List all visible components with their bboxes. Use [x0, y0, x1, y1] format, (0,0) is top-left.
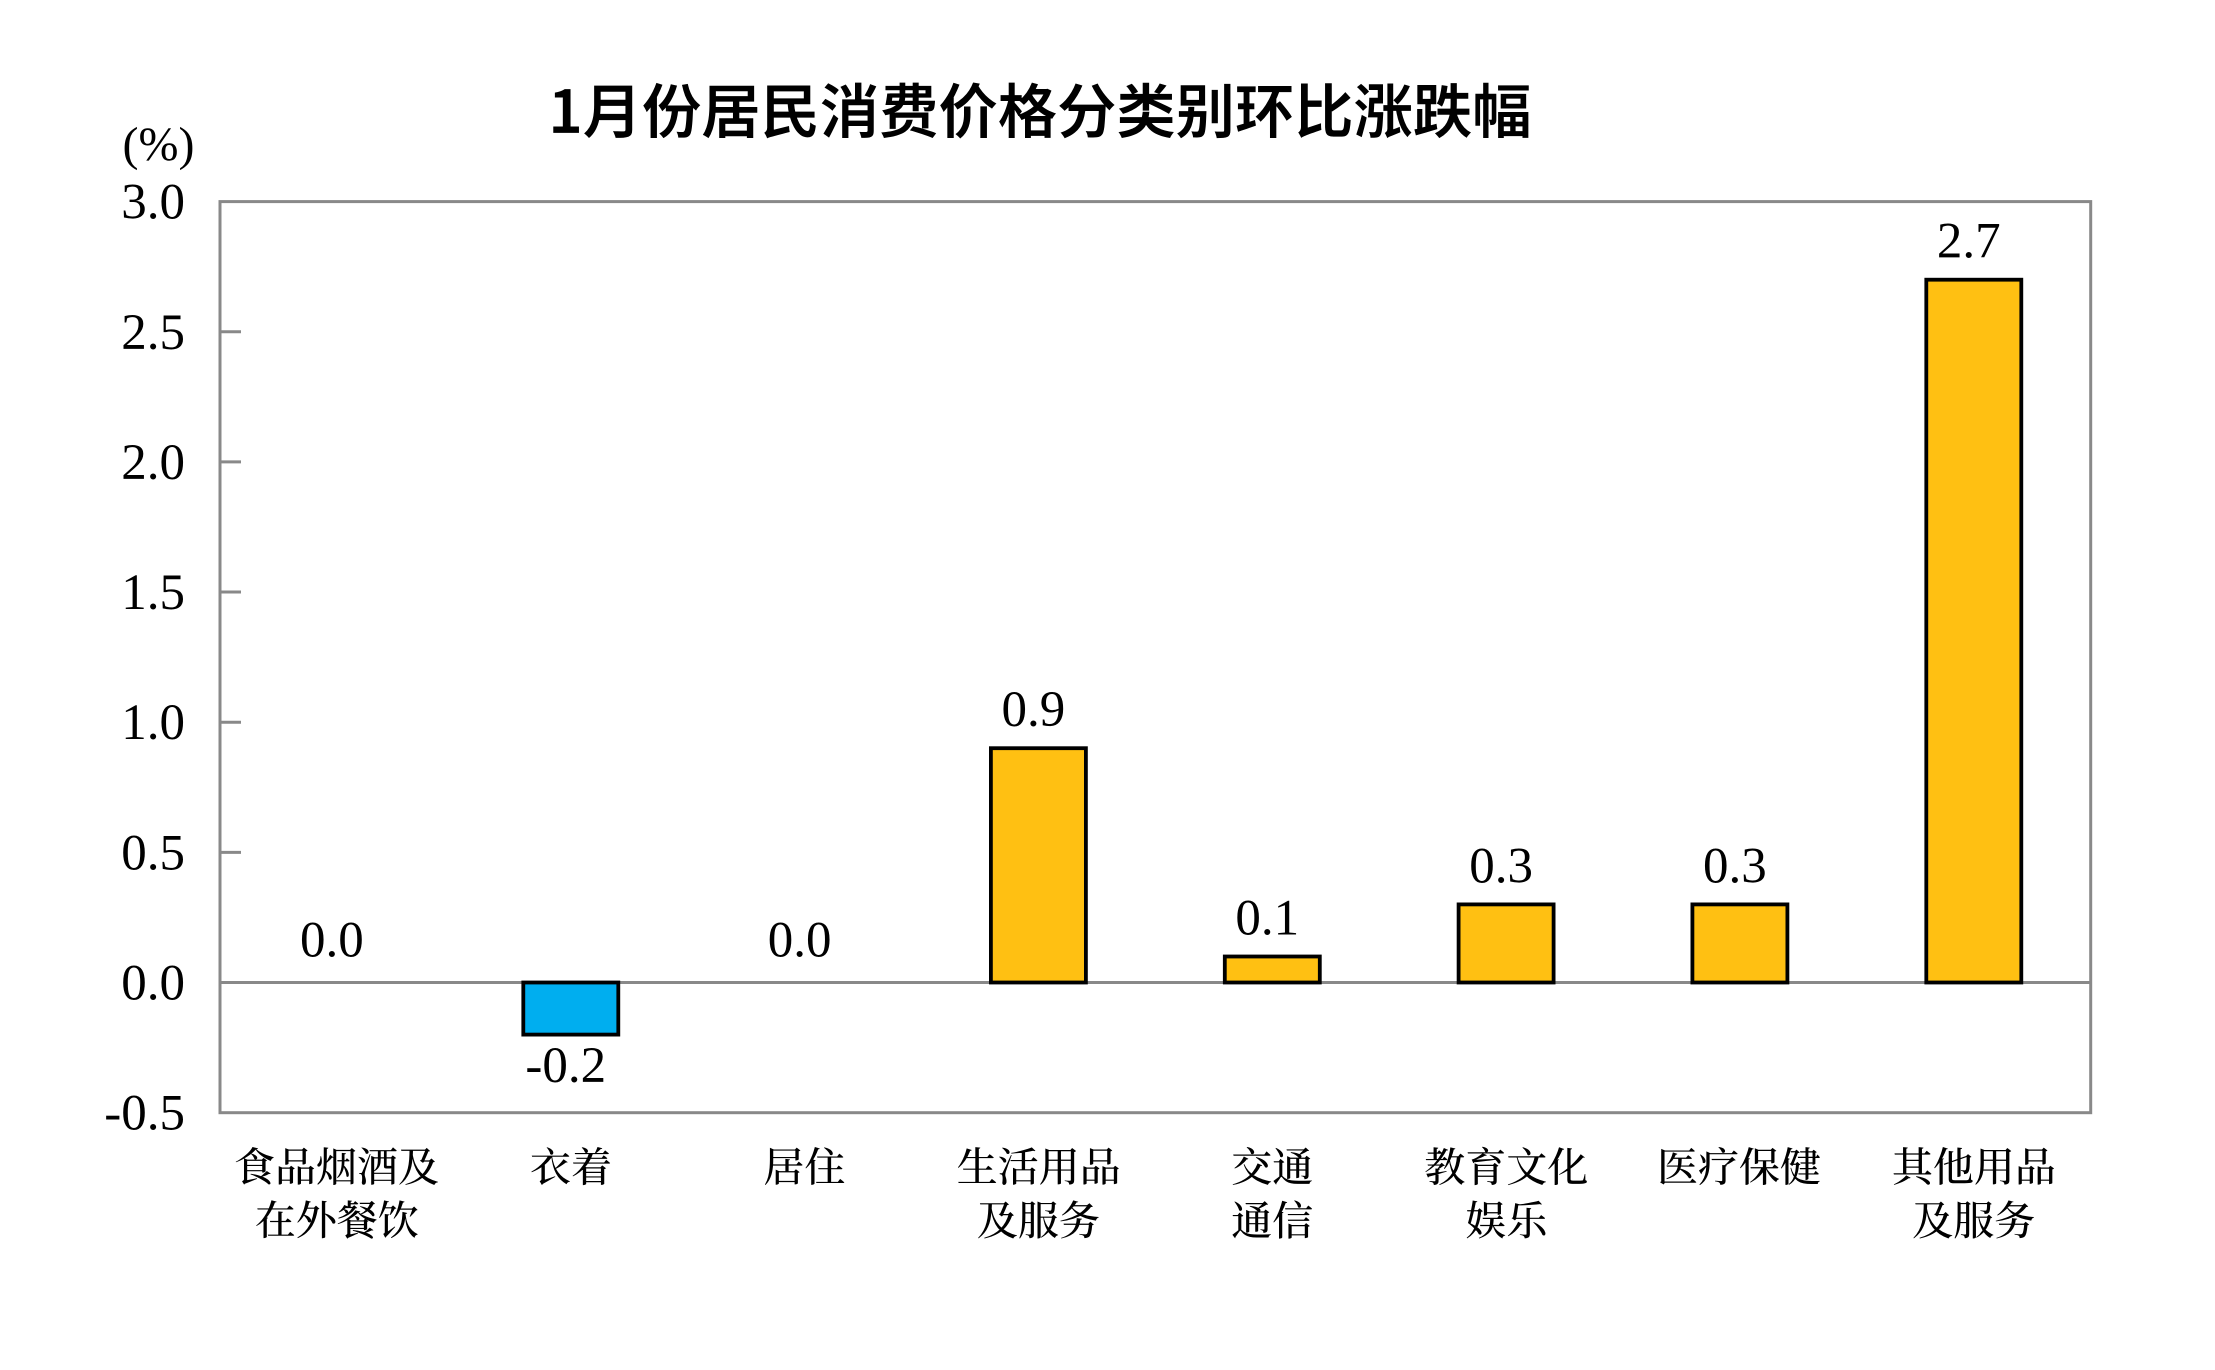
svg-text:0.0: 0.0 — [300, 913, 364, 969]
svg-text:0.3: 0.3 — [1703, 838, 1767, 894]
svg-text:2.5: 2.5 — [121, 305, 185, 361]
svg-text:3.0: 3.0 — [121, 175, 185, 231]
svg-text:0.0: 0.0 — [121, 956, 185, 1012]
svg-text:0.0: 0.0 — [768, 913, 832, 969]
svg-text:0.9: 0.9 — [1002, 682, 1066, 738]
svg-text:1.5: 1.5 — [121, 565, 185, 621]
svg-text:(%): (%) — [123, 118, 195, 171]
svg-text:1.0: 1.0 — [121, 695, 185, 751]
svg-text:0.3: 0.3 — [1469, 838, 1533, 894]
svg-text:0.5: 0.5 — [121, 825, 185, 881]
svg-text:-0.5: -0.5 — [104, 1086, 185, 1142]
svg-text:0.1: 0.1 — [1235, 891, 1299, 947]
svg-text:-0.2: -0.2 — [525, 1038, 606, 1094]
svg-text:2.0: 2.0 — [121, 435, 185, 491]
svg-text:2.7: 2.7 — [1937, 214, 2001, 270]
